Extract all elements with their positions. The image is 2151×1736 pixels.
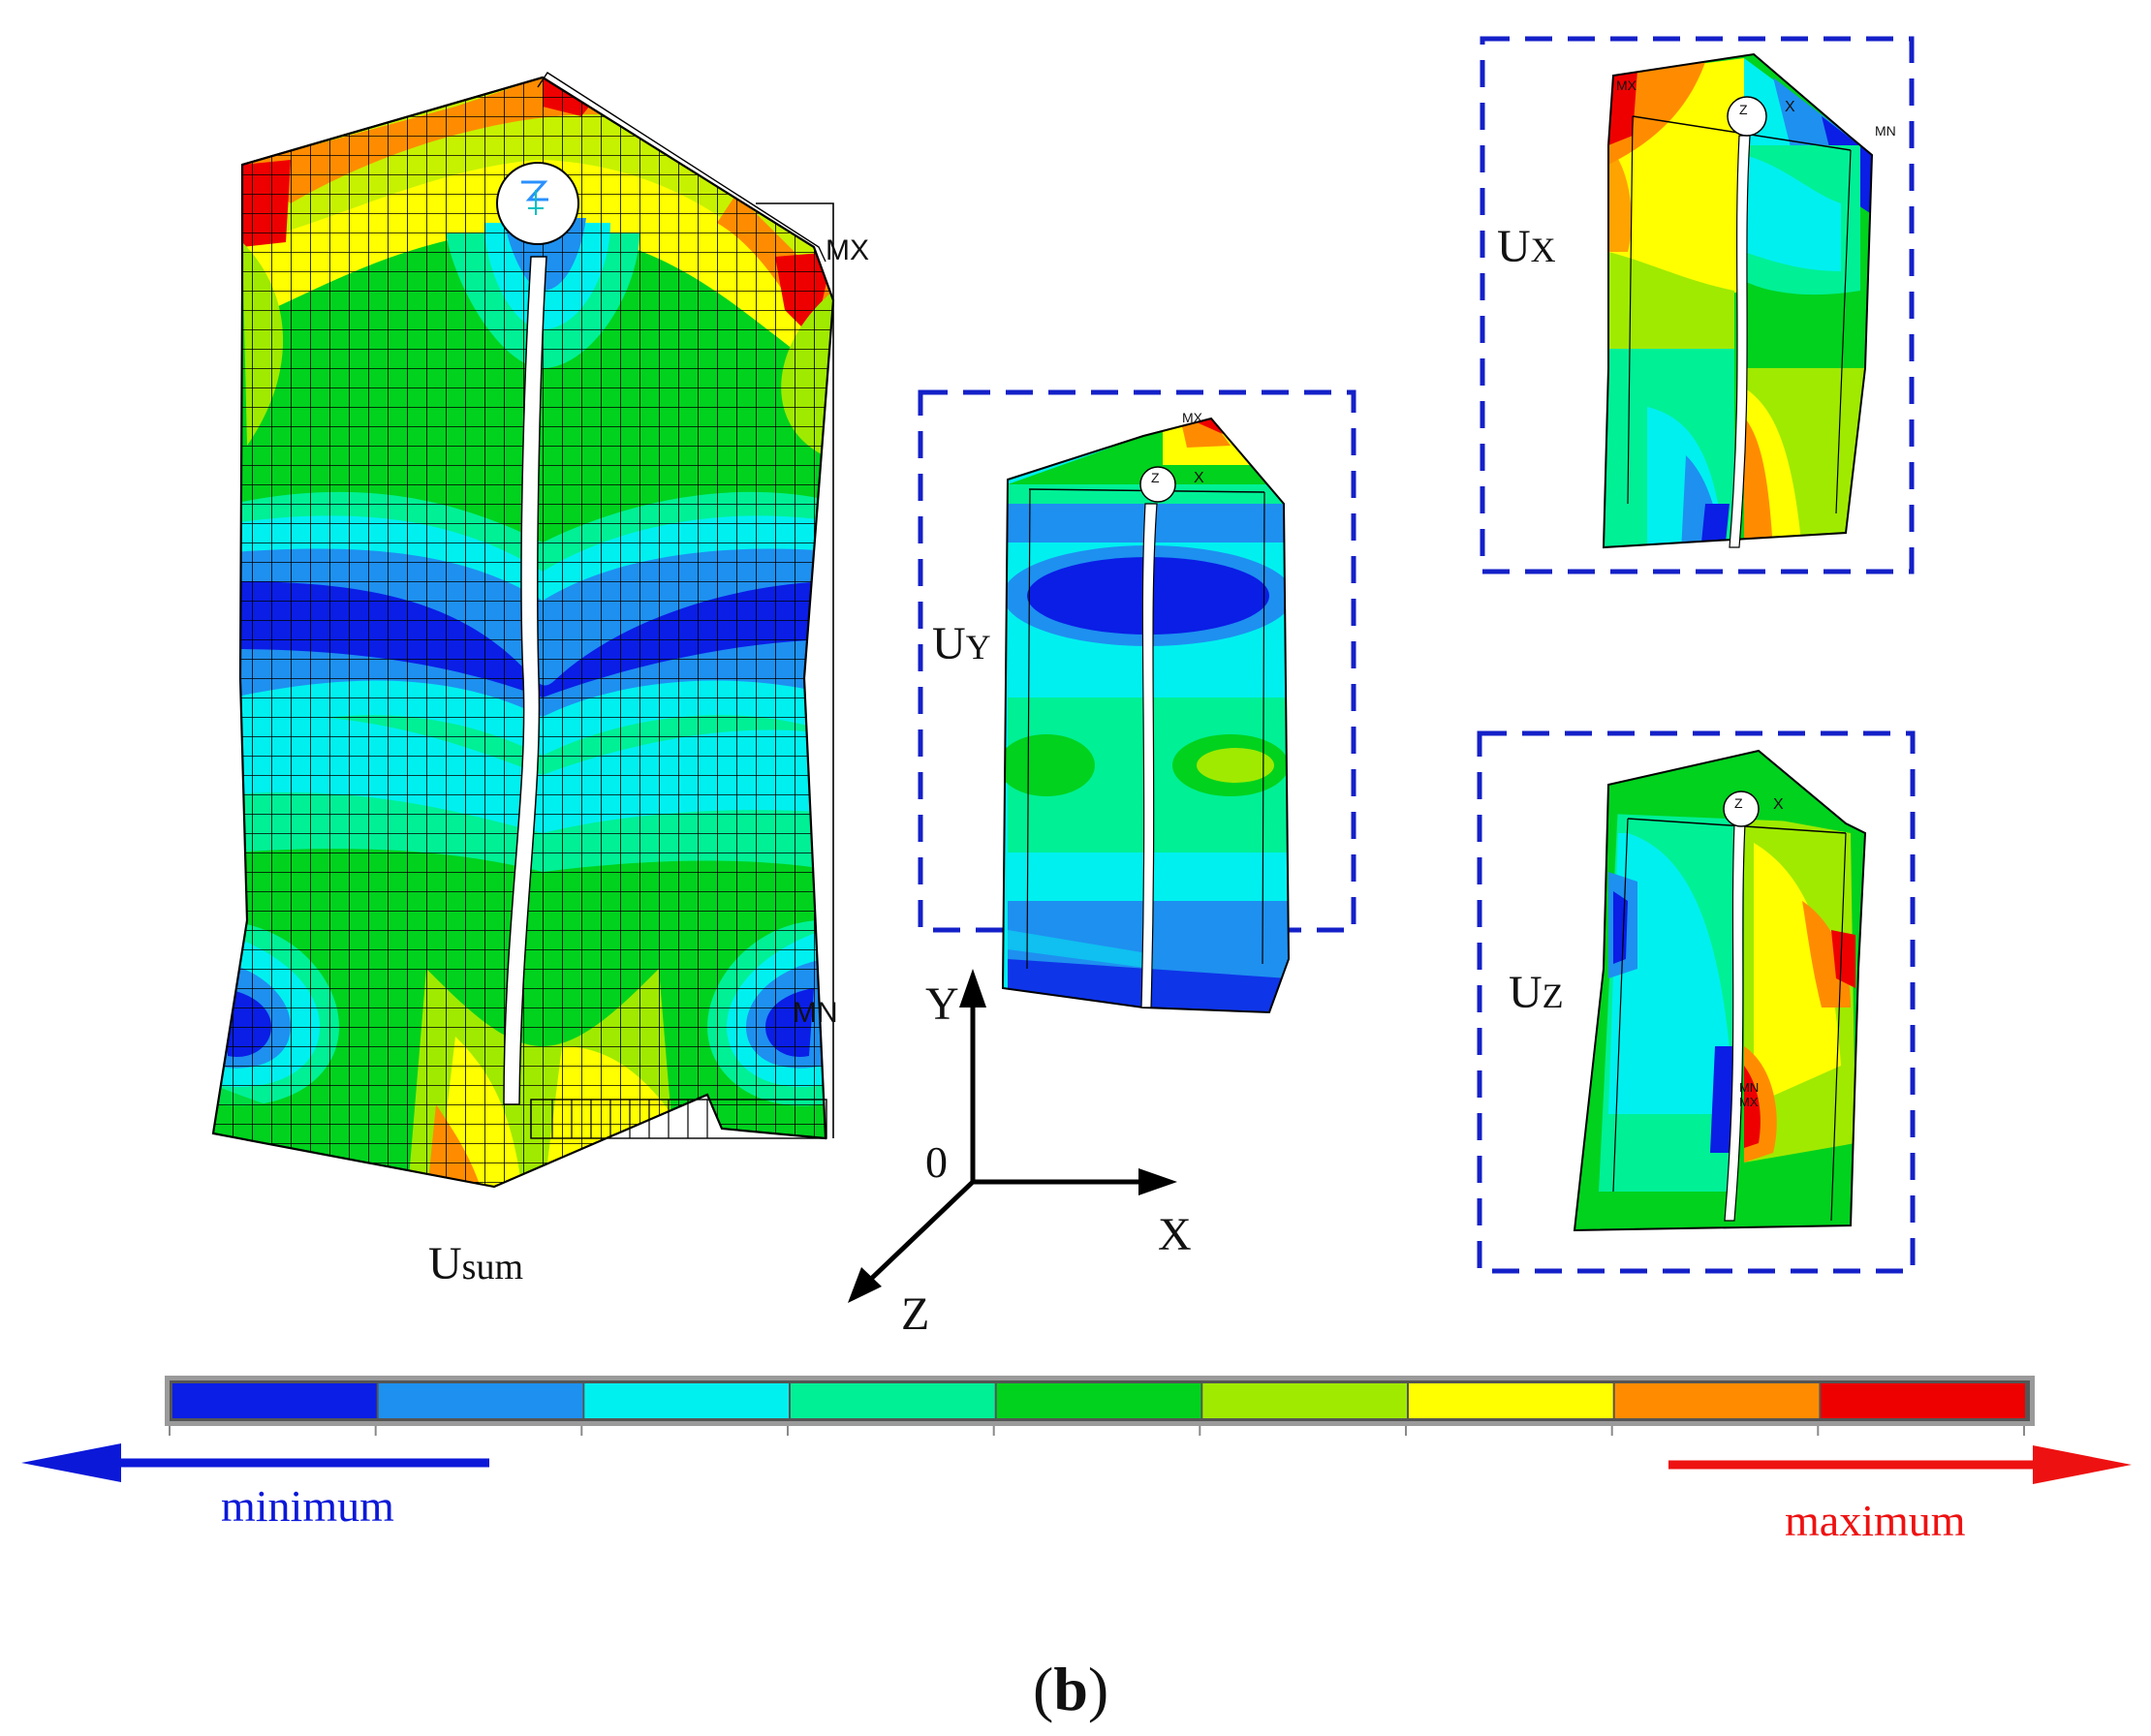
- uy-contour-plot: Z X MX: [1001, 410, 1291, 1014]
- legend-swatch-6: [1202, 1383, 1407, 1418]
- axis-z-label: Z: [901, 1288, 929, 1340]
- uy-triad-z: Z: [1151, 470, 1160, 485]
- usum-mn-tag: MN: [793, 997, 838, 1029]
- ux-mx-tag: MX: [1616, 78, 1637, 93]
- ux-label: UX: [1497, 221, 1556, 272]
- maximum-label: maximum: [1785, 1496, 1966, 1545]
- uz-label: UZ: [1509, 967, 1564, 1018]
- uy-triad-x: X: [1194, 470, 1204, 486]
- minimum-label: minimum: [221, 1481, 394, 1531]
- legend-swatch-8: [1614, 1383, 1820, 1418]
- usum-label: Usum: [428, 1238, 523, 1289]
- uz-triad-z: Z: [1734, 795, 1743, 811]
- axis-origin-label: 0: [925, 1137, 948, 1187]
- usum-mx-tag: MX: [826, 234, 869, 266]
- legend-swatch-1: [172, 1383, 377, 1418]
- legend-swatch-3: [584, 1383, 789, 1418]
- axis-x-label: X: [1158, 1209, 1192, 1260]
- axis-y-label: Y: [925, 978, 959, 1030]
- legend-swatch-7: [1409, 1383, 1613, 1418]
- uz-contour-plot: Z X MN MX: [1573, 749, 1867, 1232]
- ux-contour-plot: Z X MX MN: [1602, 52, 1896, 549]
- uz-mx-tag: MX: [1739, 1095, 1759, 1109]
- legend-swatch-9: [1821, 1383, 2025, 1418]
- maximum-arrow: [1668, 1445, 2132, 1484]
- uy-label: UY: [932, 618, 991, 669]
- legend-swatch-5: [996, 1383, 1201, 1418]
- ux-triad-x: X: [1785, 99, 1795, 115]
- minimum-arrow: [21, 1443, 489, 1482]
- ux-triad-z: Z: [1739, 102, 1748, 117]
- color-legend-bar: [165, 1376, 2035, 1436]
- uy-panel-frame: [918, 389, 1356, 933]
- uy-mx-tag: MX: [1182, 410, 1203, 425]
- panel-label: (b): [1033, 1655, 1108, 1723]
- usum-contour-plot: MX MN: [211, 72, 869, 1189]
- uz-triad-x: X: [1773, 796, 1784, 813]
- ux-panel-frame: [1480, 36, 1915, 574]
- uz-panel-frame: [1477, 730, 1916, 1274]
- uz-mn-tag: MN: [1739, 1080, 1759, 1095]
- legend-swatch-4: [791, 1383, 995, 1418]
- legend-swatch-2: [378, 1383, 583, 1418]
- coordinate-axes: [848, 969, 1177, 1303]
- ux-mn-tag: MN: [1875, 123, 1896, 139]
